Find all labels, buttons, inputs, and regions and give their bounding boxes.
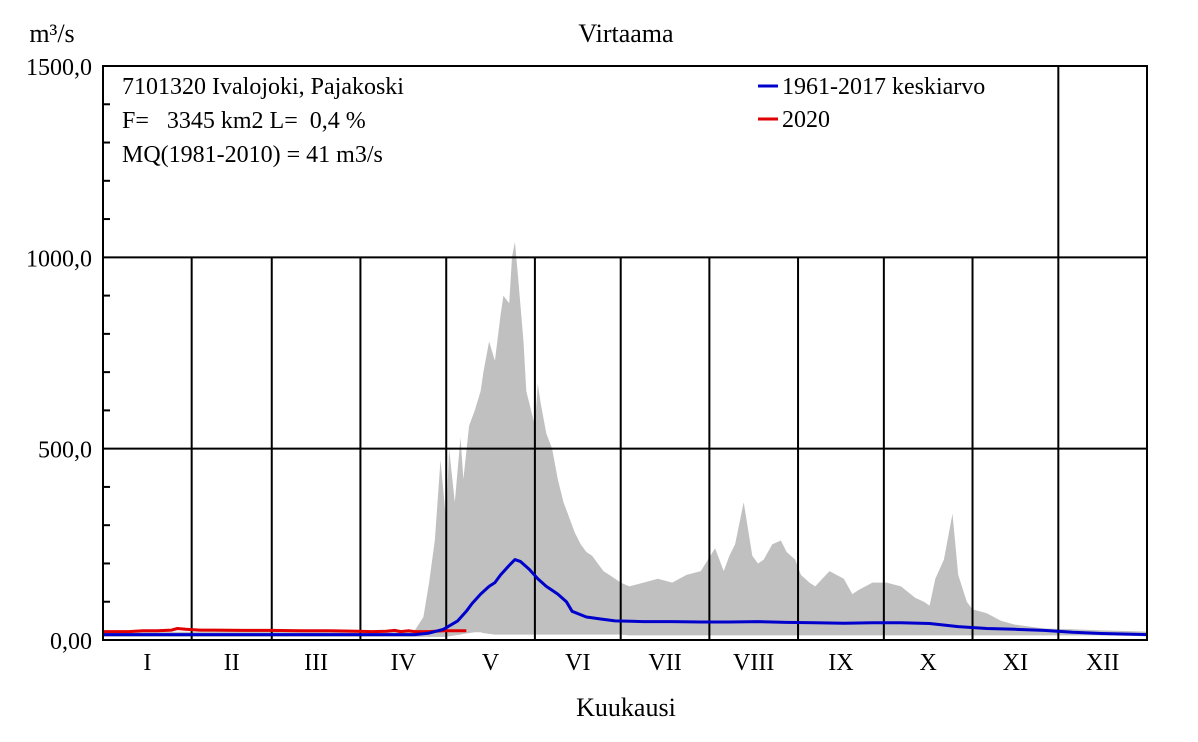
info-box: 7101320 Ivalojoki, Pajakoski F= 3345 km2…	[122, 74, 404, 168]
month-tick-label: VIII	[733, 650, 774, 676]
month-tick-label: VII	[648, 650, 681, 676]
legend-label-mean: 1961-2017 keskiarvo	[782, 74, 985, 100]
month-tick-label: X	[920, 650, 937, 676]
month-tick-label: I	[143, 650, 151, 676]
month-tick-label: V	[482, 650, 500, 676]
month-tick-label: IV	[391, 650, 417, 676]
grid-layer	[103, 66, 1147, 640]
x-axis-label: Kuukausi	[576, 693, 676, 722]
month-tick-label: II	[224, 650, 240, 676]
series-line-2020	[103, 627, 467, 634]
range-band-layer	[103, 242, 1147, 637]
range-band-area	[103, 242, 1147, 637]
legend-label-2020: 2020	[782, 107, 830, 133]
month-tick-label: VI	[565, 650, 590, 676]
chart-title: Virtaama	[578, 19, 674, 48]
y-tick-label: 0,00	[50, 629, 92, 655]
month-tick-label: III	[304, 650, 328, 676]
mean-flow: MQ(1981-2010) = 41 m3/s	[122, 142, 383, 168]
month-tick-label: XI	[1003, 650, 1028, 676]
y-tick-label: 1000,0	[26, 246, 92, 272]
station-name: 7101320 Ivalojoki, Pajakoski	[122, 74, 404, 100]
y-tick-label: 1500,0	[26, 55, 92, 81]
y-tick-label: 500,0	[38, 438, 92, 464]
plot-frame	[102, 65, 1148, 641]
month-tick-label: XII	[1086, 650, 1119, 676]
month-tick-label: IX	[828, 650, 853, 676]
series-line-mean	[103, 558, 1148, 637]
series-layer	[103, 558, 1148, 637]
y-axis-label: m³/s	[29, 19, 74, 48]
catchment-area: F= 3345 km2 L= 0,4 %	[122, 108, 366, 134]
legend: 1961-2017 keskiarvo 2020	[758, 74, 985, 133]
